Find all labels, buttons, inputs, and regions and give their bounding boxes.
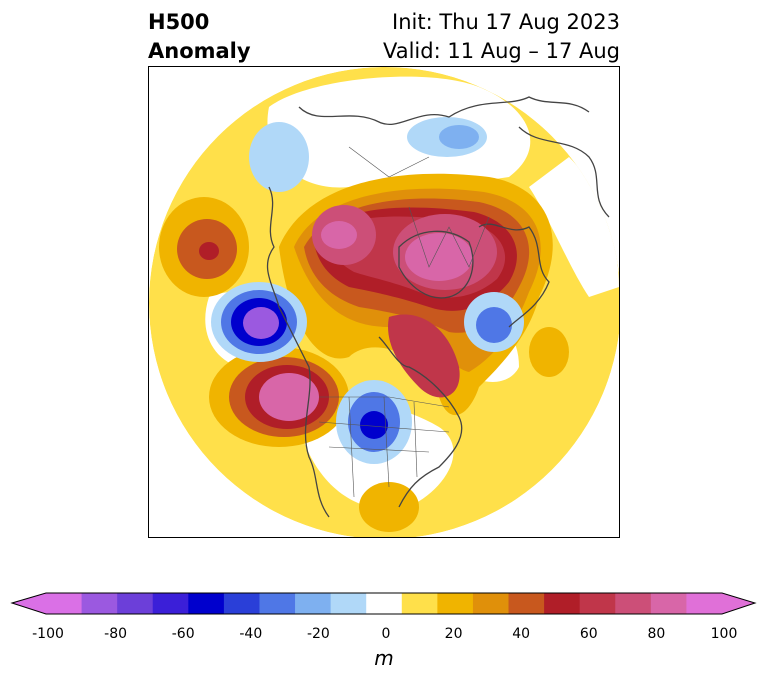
colorbar-swatch [615, 593, 652, 614]
pacific-ridge-core [199, 242, 219, 260]
colorbar-swatch [508, 593, 545, 614]
colorbar-swatch [46, 593, 83, 614]
colorbar-tick-label: 0 [381, 626, 391, 642]
anomaly-map [148, 66, 620, 538]
colorbar-swatch [188, 593, 225, 614]
init-date: Init: Thu 17 Aug 2023 [392, 10, 620, 34]
colorbar-tick-label: -60 [171, 626, 195, 642]
colorbar-swatch [366, 593, 403, 614]
colorbar-swatch [472, 593, 510, 614]
colorbar-tick-label: 40 [512, 626, 531, 642]
valid-period: Valid: 11 Aug – 17 Aug [382, 39, 620, 63]
ridge-core-east-inner [405, 233, 473, 281]
title-line-1: H500 [148, 10, 210, 34]
east-ridge [529, 327, 569, 377]
colorbar-swatch [686, 593, 723, 614]
colorbar-tick-label: -80 [104, 626, 128, 642]
colorbar-swatch [650, 593, 687, 614]
colorbar-tick-label: 80 [647, 626, 666, 642]
colorbar-swatch [117, 593, 154, 614]
title-line-2: Anomaly [148, 39, 251, 63]
colorbar-swatch [223, 593, 260, 614]
political-borders [318, 146, 490, 498]
colorbar [10, 592, 757, 615]
arctic-trough-inner [439, 125, 479, 149]
colorbar-tick-label: 100 [710, 626, 738, 642]
neutral-zone-arctic [267, 76, 531, 188]
pnw-ridge-core [259, 373, 319, 421]
colorbar-swatch [579, 593, 616, 614]
colorbar-over-extension [722, 593, 755, 614]
na-trough-core [360, 411, 388, 439]
neutral-zone-east [529, 157, 619, 297]
colorbar-swatch [437, 593, 474, 614]
ridge-core-west-inner [321, 221, 357, 249]
colorbar-swatch [544, 593, 581, 614]
colorbar-tick-label: 20 [444, 626, 463, 642]
colorbar-swatch [295, 593, 332, 614]
colorbar-under-extension [12, 593, 46, 614]
pacific-trough-core [243, 307, 279, 339]
colorbar-tick-label: -40 [239, 626, 263, 642]
colorbar-tick-label: -20 [306, 626, 330, 642]
ridge-labrador [388, 314, 460, 398]
colorbar-swatch [152, 593, 189, 614]
colorbar-swatch [81, 593, 118, 614]
chart-title: H500 Anomaly [148, 8, 251, 66]
colorbar-tick-label: -100 [32, 626, 64, 642]
siberian-trough [249, 122, 309, 192]
date-info: Init: Thu 17 Aug 2023 Valid: 11 Aug – 17… [383, 8, 620, 66]
colorbar-swatch [259, 593, 296, 614]
colorbar-swatch [401, 593, 438, 614]
colorbar-tick-label: 60 [579, 626, 598, 642]
coastlines [266, 96, 610, 518]
south-ridge [359, 482, 419, 532]
atlantic-trough-core [476, 307, 512, 343]
map-svg [149, 67, 619, 537]
colorbar-swatch [330, 593, 367, 614]
colorbar-outline [10, 592, 757, 615]
colorbar-unit: m [374, 646, 394, 670]
